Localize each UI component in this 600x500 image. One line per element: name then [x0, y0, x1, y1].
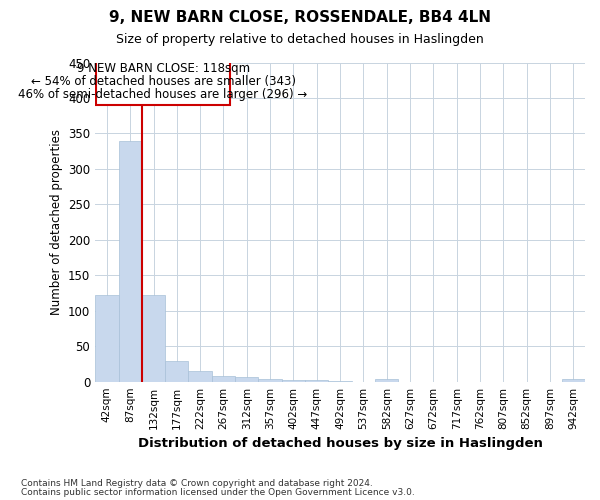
- Bar: [95, 295, 119, 382]
- Bar: [282, 380, 305, 382]
- FancyBboxPatch shape: [95, 59, 230, 105]
- Bar: [562, 379, 585, 382]
- Text: ← 54% of detached houses are smaller (343): ← 54% of detached houses are smaller (34…: [31, 75, 296, 88]
- Text: 9 NEW BARN CLOSE: 118sqm: 9 NEW BARN CLOSE: 118sqm: [77, 62, 250, 75]
- Bar: [375, 379, 398, 382]
- Y-axis label: Number of detached properties: Number of detached properties: [50, 129, 62, 315]
- X-axis label: Distribution of detached houses by size in Haslingden: Distribution of detached houses by size …: [137, 437, 542, 450]
- Bar: [328, 381, 352, 382]
- Bar: [142, 295, 165, 382]
- Bar: [259, 379, 282, 382]
- Bar: [235, 378, 259, 382]
- Bar: [119, 140, 142, 382]
- Text: Contains HM Land Registry data © Crown copyright and database right 2024.: Contains HM Land Registry data © Crown c…: [21, 478, 373, 488]
- Text: Contains public sector information licensed under the Open Government Licence v3: Contains public sector information licen…: [21, 488, 415, 497]
- Text: 9, NEW BARN CLOSE, ROSSENDALE, BB4 4LN: 9, NEW BARN CLOSE, ROSSENDALE, BB4 4LN: [109, 10, 491, 25]
- Bar: [305, 380, 328, 382]
- Text: 46% of semi-detached houses are larger (296) →: 46% of semi-detached houses are larger (…: [19, 88, 308, 101]
- Bar: [212, 376, 235, 382]
- Bar: [165, 361, 188, 382]
- Text: Size of property relative to detached houses in Haslingden: Size of property relative to detached ho…: [116, 32, 484, 46]
- Bar: [188, 371, 212, 382]
